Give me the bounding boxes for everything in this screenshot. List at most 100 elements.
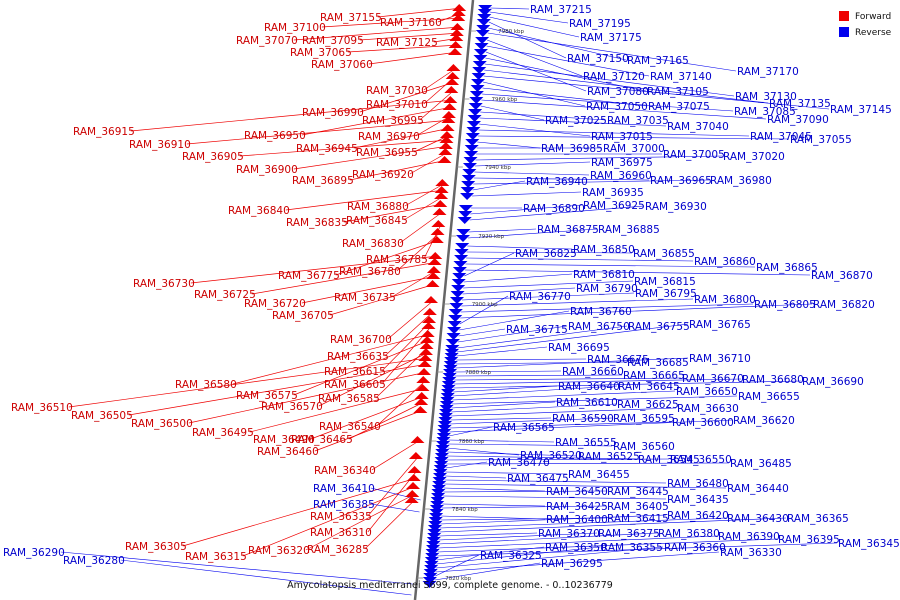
reverse-leader-line bbox=[450, 417, 613, 425]
forward-gene-label: RAM_37100 bbox=[264, 22, 326, 34]
reverse-gene-arrow bbox=[443, 369, 458, 376]
reverse-gene-label: RAM_37050 bbox=[586, 101, 648, 113]
forward-leader-line bbox=[190, 255, 439, 284]
reverse-gene-label: RAM_37020 bbox=[723, 151, 785, 163]
reverse-gene-arrow bbox=[434, 461, 449, 468]
reverse-gene-label: RAM_36555 bbox=[555, 437, 617, 449]
reverse-leader-line bbox=[445, 461, 488, 469]
reverse-leader-line bbox=[452, 385, 618, 397]
reverse-gene-arrow bbox=[441, 381, 456, 388]
forward-gene-arrow bbox=[414, 398, 429, 405]
forward-leader-line bbox=[419, 89, 455, 121]
reverse-gene-arrow bbox=[452, 267, 467, 274]
reverse-gene-label: RAM_37140 bbox=[650, 71, 712, 83]
reverse-leader-line bbox=[474, 161, 591, 167]
reverse-gene-label: RAM_37090 bbox=[767, 114, 829, 126]
reverse-gene-label: RAM_36630 bbox=[677, 403, 739, 415]
reverse-leader-line bbox=[446, 455, 638, 460]
forward-gene-label: RAM_36705 bbox=[272, 310, 334, 322]
reverse-gene-label: RAM_36855 bbox=[633, 248, 695, 260]
reverse-leader-line bbox=[467, 228, 598, 239]
reverse-leader-line bbox=[461, 298, 694, 307]
reverse-gene-label: RAM_37130 bbox=[735, 91, 797, 103]
reverse-gene-label: RAM_36450 bbox=[546, 486, 608, 498]
forward-gene-arrow bbox=[416, 376, 431, 383]
reverse-leader-line bbox=[482, 87, 648, 107]
forward-gene-arrow bbox=[420, 336, 435, 343]
reverse-gene-label: RAM_36655 bbox=[738, 391, 800, 403]
forward-leader-line bbox=[367, 455, 420, 517]
reverse-gene-arrow bbox=[434, 457, 449, 464]
reverse-leader-line bbox=[441, 505, 607, 509]
reverse-gene-arrow bbox=[471, 79, 486, 86]
reverse-gene-arrow bbox=[473, 49, 488, 56]
forward-gene-label: RAM_36615 bbox=[324, 366, 386, 378]
forward-gene-arrow bbox=[417, 368, 432, 375]
reverse-gene-label: RAM_37145 bbox=[830, 104, 892, 116]
reverse-leader-line bbox=[469, 205, 645, 221]
reverse-gene-label: RAM_37105 bbox=[647, 86, 709, 98]
reverse-gene-arrow bbox=[457, 217, 472, 224]
reverse-gene-arrow bbox=[442, 377, 457, 384]
forward-gene-label: RAM_36990 bbox=[302, 107, 364, 119]
reverse-gene-arrow bbox=[424, 557, 439, 564]
reverse-gene-arrow bbox=[475, 30, 490, 37]
reverse-leader-line bbox=[443, 495, 667, 500]
reverse-leader-line bbox=[488, 21, 567, 59]
reverse-gene-label: RAM_36760 bbox=[570, 306, 632, 318]
reverse-gene-arrow bbox=[461, 175, 476, 182]
reverse-leader-line bbox=[448, 426, 493, 437]
reverse-leader-line bbox=[489, 11, 569, 24]
forward-gene-label: RAM_36835 bbox=[286, 217, 348, 229]
reverse-leader-line bbox=[488, 27, 627, 61]
forward-gene-label: RAM_36505 bbox=[71, 410, 133, 422]
reverse-gene-arrow bbox=[462, 169, 477, 176]
forward-leader-line bbox=[314, 409, 424, 452]
reverse-gene-label: RAM_37170 bbox=[737, 66, 799, 78]
forward-leader-line bbox=[415, 114, 453, 137]
reverse-gene-arrow bbox=[432, 481, 447, 488]
forward-gene-label: RAM_37095 bbox=[302, 35, 364, 47]
forward-gene-label: RAM_37160 bbox=[380, 17, 442, 29]
forward-gene-label: RAM_37070 bbox=[236, 35, 298, 47]
reverse-gene-label: RAM_36620 bbox=[733, 415, 795, 427]
reverse-leader-line bbox=[448, 443, 613, 447]
reverse-gene-label: RAM_36770 bbox=[509, 291, 571, 303]
reverse-leader-line bbox=[370, 503, 420, 513]
reverse-gene-arrow bbox=[427, 533, 442, 540]
forward-gene-label: RAM_36495 bbox=[192, 427, 254, 439]
forward-leader-line bbox=[371, 439, 421, 471]
reverse-leader-line bbox=[486, 45, 650, 77]
legend-label: Reverse bbox=[855, 28, 892, 38]
forward-gene-label: RAM_36895 bbox=[292, 175, 354, 187]
forward-leader-line bbox=[128, 363, 428, 416]
forward-gene-arrow bbox=[432, 208, 447, 215]
reverse-leader-line bbox=[487, 39, 583, 77]
reverse-gene-label: RAM_36645 bbox=[618, 381, 680, 393]
reverse-leader-line bbox=[479, 117, 667, 127]
forward-gene-label: RAM_36570 bbox=[261, 401, 323, 413]
tick-label: 7940 kbp bbox=[485, 165, 511, 171]
forward-gene-label: RAM_36465 bbox=[291, 434, 353, 446]
reverse-gene-label: RAM_36430 bbox=[727, 513, 789, 525]
forward-gene-label: RAM_36840 bbox=[228, 205, 290, 217]
reverse-gene-arrow bbox=[468, 109, 483, 116]
reverse-gene-arrow bbox=[426, 537, 441, 544]
reverse-gene-arrow bbox=[472, 61, 487, 68]
forward-gene-label: RAM_36725 bbox=[194, 289, 256, 301]
forward-gene-label: RAM_36995 bbox=[362, 115, 424, 127]
reverse-gene-label: RAM_36815 bbox=[634, 276, 696, 288]
forward-leader-line bbox=[293, 339, 431, 396]
reverse-leader-line bbox=[454, 374, 623, 377]
forward-gene-label: RAM_36785 bbox=[366, 254, 428, 266]
reverse-gene-arrow bbox=[460, 193, 475, 200]
reverse-gene-label: RAM_37055 bbox=[790, 134, 852, 146]
forward-leader-line bbox=[423, 67, 457, 91]
reverse-gene-label: RAM_37000 bbox=[603, 143, 665, 155]
reverse-gene-label: RAM_36755 bbox=[628, 321, 690, 333]
reverse-gene-arrow bbox=[446, 333, 461, 340]
reverse-gene-label: RAM_37165 bbox=[627, 55, 689, 67]
reverse-gene-label: RAM_37075 bbox=[648, 101, 710, 113]
reverse-gene-label: RAM_36595 bbox=[613, 413, 675, 425]
forward-gene-arrow bbox=[418, 348, 433, 355]
